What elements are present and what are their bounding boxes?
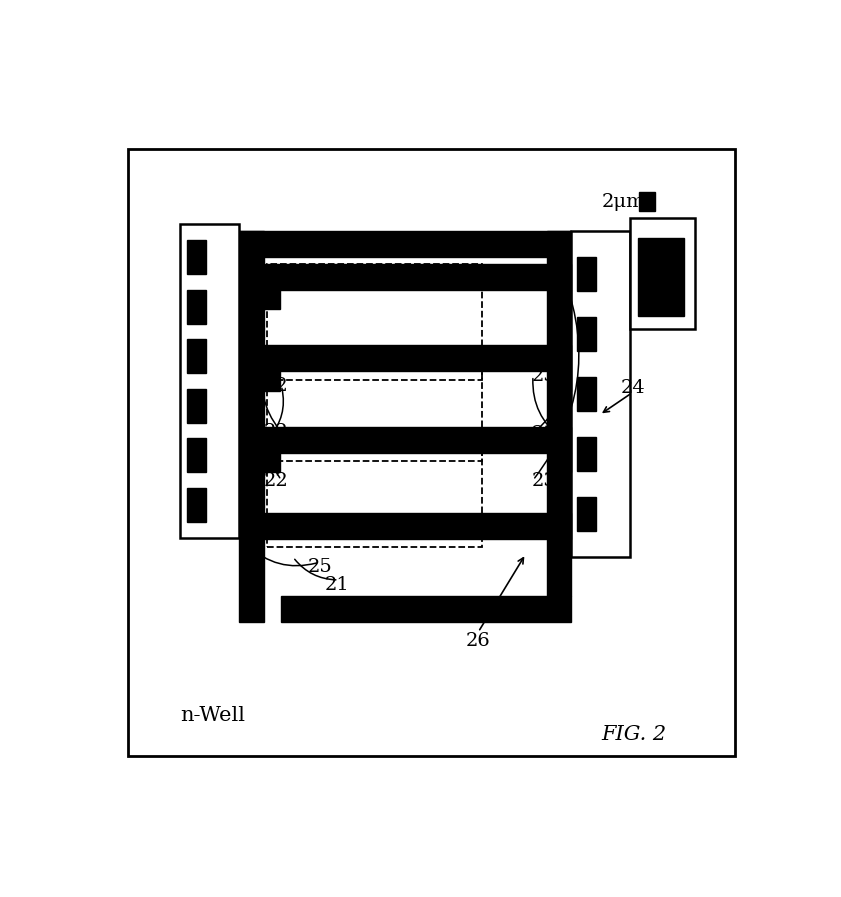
Bar <box>576 438 596 471</box>
Bar <box>263 264 571 290</box>
FancyArrowPatch shape <box>535 361 564 431</box>
Bar <box>267 359 482 461</box>
Bar <box>637 238 683 316</box>
Text: 22: 22 <box>263 471 288 490</box>
Bar <box>576 257 596 292</box>
FancyArrowPatch shape <box>245 280 279 478</box>
Bar <box>263 513 571 539</box>
FancyArrowPatch shape <box>262 361 279 430</box>
Bar <box>547 231 571 597</box>
Text: 21: 21 <box>325 576 350 594</box>
Bar <box>187 389 206 423</box>
Text: 23: 23 <box>532 424 556 442</box>
Bar <box>267 264 482 380</box>
Bar <box>281 597 571 623</box>
Text: 23: 23 <box>532 471 556 490</box>
Text: 22: 22 <box>263 423 288 441</box>
Bar <box>187 240 206 274</box>
FancyArrowPatch shape <box>294 560 336 580</box>
Bar <box>553 371 571 391</box>
FancyArrowPatch shape <box>534 280 579 478</box>
Bar <box>576 318 596 352</box>
Bar <box>187 340 206 373</box>
Text: 23: 23 <box>532 367 556 385</box>
Bar <box>630 218 695 329</box>
Text: 2μm: 2μm <box>600 193 644 211</box>
Text: n-Well: n-Well <box>180 706 245 725</box>
Bar <box>576 378 596 411</box>
Bar <box>263 427 571 453</box>
Text: FIG. 2: FIG. 2 <box>600 725 665 744</box>
FancyArrowPatch shape <box>247 544 316 566</box>
FancyArrowPatch shape <box>268 388 283 438</box>
Bar <box>553 453 571 473</box>
Bar <box>187 290 206 324</box>
Bar <box>263 371 280 391</box>
Bar <box>263 345 571 371</box>
Bar <box>180 225 239 537</box>
Bar <box>638 192 654 212</box>
Bar <box>267 447 482 547</box>
Bar <box>571 231 630 557</box>
Text: 24: 24 <box>621 379 645 396</box>
Bar <box>553 290 571 309</box>
FancyArrowPatch shape <box>532 379 561 439</box>
Text: 26: 26 <box>466 631 490 649</box>
Bar <box>263 453 280 473</box>
Text: 22: 22 <box>263 377 288 395</box>
Bar <box>239 231 571 257</box>
Bar <box>576 497 596 531</box>
Text: 25: 25 <box>308 558 332 576</box>
Bar <box>263 290 280 309</box>
Bar <box>187 439 206 473</box>
Bar <box>239 231 263 623</box>
Bar <box>187 488 206 522</box>
